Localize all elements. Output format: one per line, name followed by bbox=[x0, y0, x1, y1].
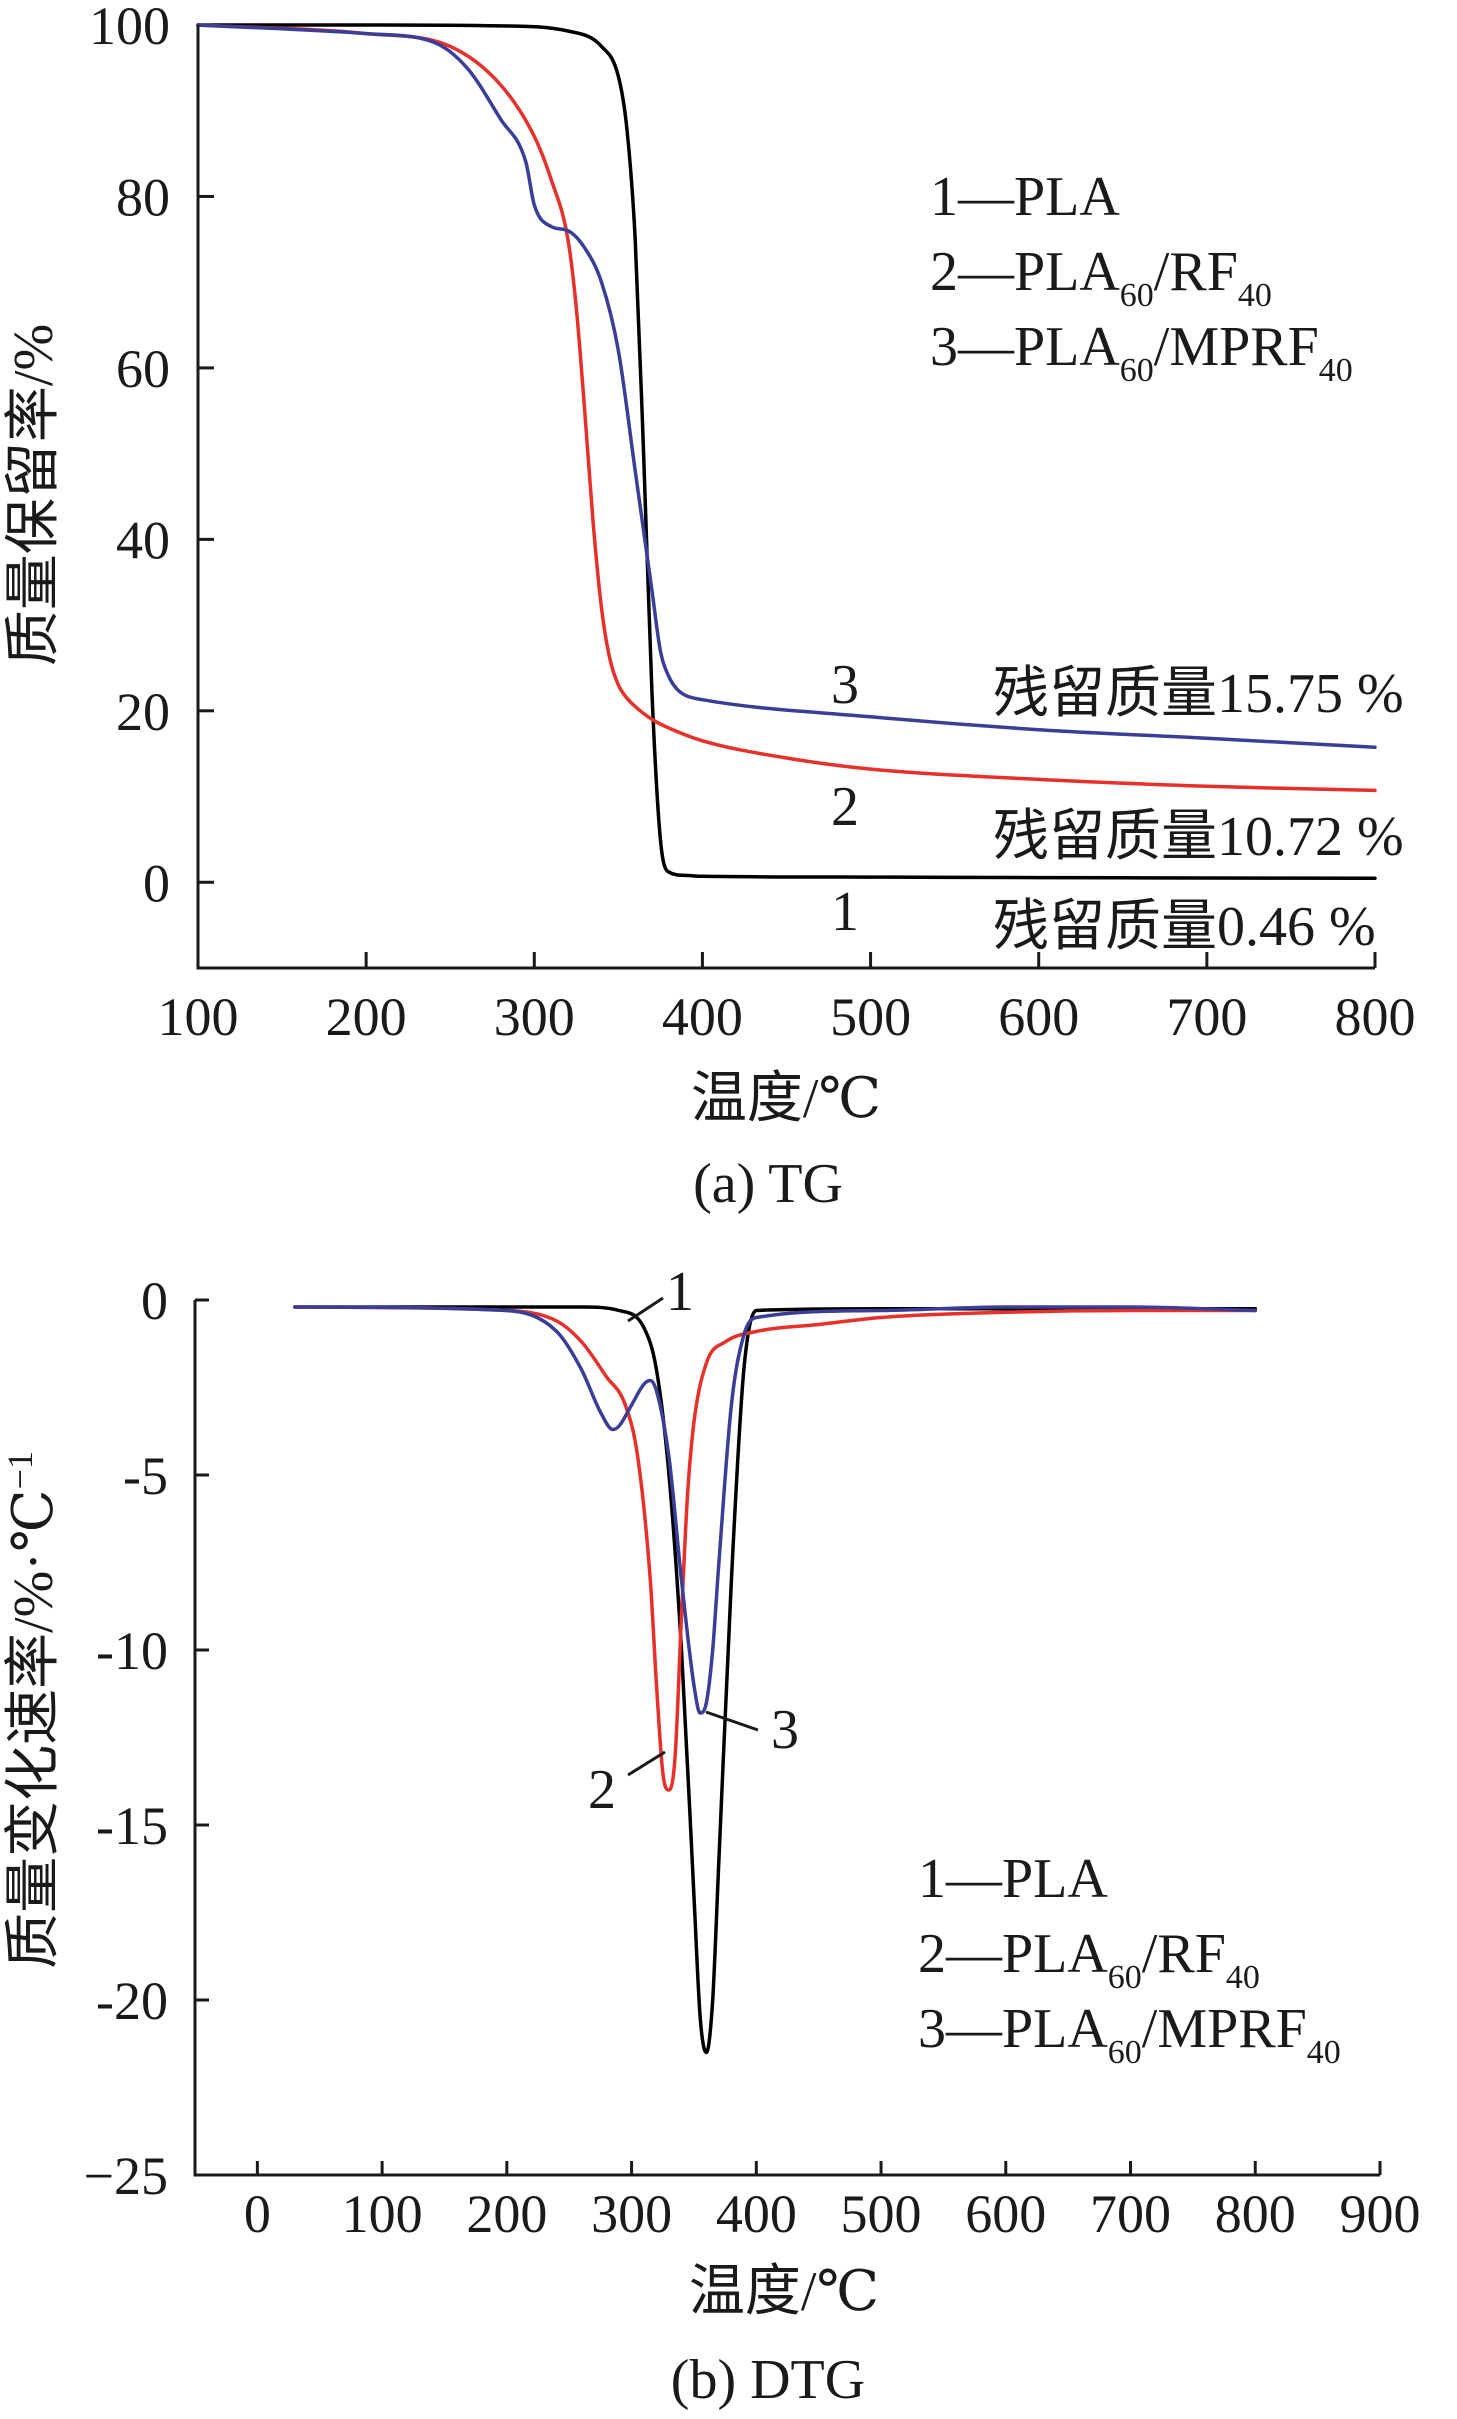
tg-y-tick-label: 40 bbox=[116, 510, 170, 570]
tg-legend-entry-3: 3—PLA60/MPRF40 bbox=[930, 316, 1353, 389]
tg-x-tick-label: 800 bbox=[1335, 987, 1416, 1047]
dtg-leader-2 bbox=[627, 1750, 666, 1777]
tg-legend: 1—PLA 2—PLA60/RF40 3—PLA60/MPRF40 bbox=[930, 166, 1353, 389]
dtg-series-1-line bbox=[293, 1305, 1258, 2055]
tg-x-tick-label: 400 bbox=[662, 987, 743, 1047]
tg-series-3-line bbox=[196, 23, 1377, 750]
tg-y-tick-label: 60 bbox=[116, 339, 170, 399]
dtg-ticks: 0 100 200 300 400 500 600 700 800 900 0 -5 -10 -15 -20… bbox=[84, 1271, 1421, 2244]
tg-curve-label-3: 3 bbox=[831, 654, 859, 716]
dtg-x-tick-label: 400 bbox=[716, 2184, 797, 2244]
dtg-curve-label-1: 1 bbox=[666, 1261, 694, 1323]
tg-residue-mpr: 残留质量15.75 % bbox=[993, 663, 1404, 725]
dtg-x-tick-label: 700 bbox=[1090, 2184, 1171, 2244]
dtg-x-tick-label: 200 bbox=[466, 2184, 547, 2244]
tg-series-1-line bbox=[196, 23, 1377, 881]
dtg-y-tick-label: -10 bbox=[96, 1621, 168, 1681]
dtg-axis-frame bbox=[193, 1300, 1380, 2177]
dtg-x-tick-label: 100 bbox=[342, 2184, 423, 2244]
tg-curves bbox=[196, 23, 1377, 881]
tg-x-tick-label: 300 bbox=[494, 987, 575, 1047]
dtg-x-axis-title: 温度/℃ bbox=[689, 2261, 879, 2323]
tg-legend-entry-1: 1—PLA bbox=[930, 166, 1120, 228]
tg-curve-label-2: 2 bbox=[831, 776, 859, 838]
dtg-series-3-line bbox=[293, 1305, 1258, 1715]
tg-residue-rf: 残留质量10.72 % bbox=[993, 806, 1404, 868]
tg-y-tick-label: 100 bbox=[89, 0, 170, 56]
tg-axis-frame bbox=[196, 25, 1375, 970]
dtg-x-tick-label: 600 bbox=[965, 2184, 1046, 2244]
dtg-x-tick-label: 300 bbox=[591, 2184, 672, 2244]
dtg-leader-3 bbox=[705, 1710, 759, 1732]
tg-x-tick-label: 100 bbox=[158, 987, 239, 1047]
dtg-legend-entry-1: 1—PLA bbox=[918, 1848, 1108, 1910]
dtg-panel: 0 100 200 300 400 500 600 700 800 900 0 -5 -10 -15 -20… bbox=[0, 1261, 1421, 2411]
tg-x-axis-title: 温度/℃ bbox=[691, 1068, 881, 1130]
tg-series-2-line bbox=[196, 23, 1377, 793]
dtg-y-tick-label: -20 bbox=[96, 1971, 168, 2031]
dtg-y-tick-label: 0 bbox=[141, 1271, 168, 1331]
tg-x-tick-label: 700 bbox=[1166, 987, 1247, 1047]
dtg-x-tick-label: 900 bbox=[1340, 2184, 1421, 2244]
dtg-legend: 1—PLA 2—PLA60/RF40 3—PLA60/MPRF40 bbox=[918, 1848, 1341, 2071]
dtg-curves bbox=[293, 1305, 1258, 2055]
tg-ticks: 100 200 300 400 500 600 700 800 0 20 40 60 80 100 bbox=[89, 0, 1416, 1047]
dtg-series-2-line bbox=[293, 1305, 1258, 1792]
dtg-y-tick-label: -15 bbox=[96, 1796, 168, 1856]
dtg-x-tick-label: 500 bbox=[841, 2184, 922, 2244]
tg-y-tick-label: 80 bbox=[116, 167, 170, 227]
dtg-curve-label-3: 3 bbox=[771, 1699, 799, 1761]
tg-y-tick-label: 20 bbox=[116, 682, 170, 742]
dtg-y-axis-title: 质量变化速率/%·℃−1 bbox=[0, 1451, 65, 1969]
dtg-y-tick-label: -5 bbox=[123, 1446, 168, 1506]
tg-x-tick-label: 200 bbox=[326, 987, 407, 1047]
dtg-y-tick-label: −25 bbox=[84, 2146, 168, 2206]
dtg-x-tick-label: 800 bbox=[1215, 2184, 1296, 2244]
tg-x-tick-label: 500 bbox=[830, 987, 911, 1047]
dtg-caption: (b) DTG bbox=[671, 2349, 865, 2411]
tg-caption: (a) TG bbox=[693, 1153, 843, 1215]
tg-legend-entry-2: 2—PLA60/RF40 bbox=[930, 241, 1272, 314]
dtg-legend-entry-2: 2—PLA60/RF40 bbox=[918, 1923, 1260, 1996]
tg-y-axis-title: 质量保留率/% bbox=[3, 324, 65, 666]
tg-y-tick-label: 0 bbox=[143, 853, 170, 913]
tg-x-tick-label: 600 bbox=[998, 987, 1079, 1047]
dtg-curve-label-2: 2 bbox=[588, 1759, 616, 1821]
dtg-x-tick-label: 0 bbox=[244, 2184, 271, 2244]
dtg-legend-entry-3: 3—PLA60/MPRF40 bbox=[918, 1998, 1341, 2071]
dtg-leader-1 bbox=[627, 1296, 664, 1323]
tg-panel: 100 200 300 400 500 600 700 800 0 20 40 60 80 100 质量保… bbox=[3, 0, 1416, 1215]
tg-curve-label-1: 1 bbox=[831, 881, 859, 943]
tg-residue-pla: 残留质量0.46 % bbox=[993, 896, 1376, 958]
